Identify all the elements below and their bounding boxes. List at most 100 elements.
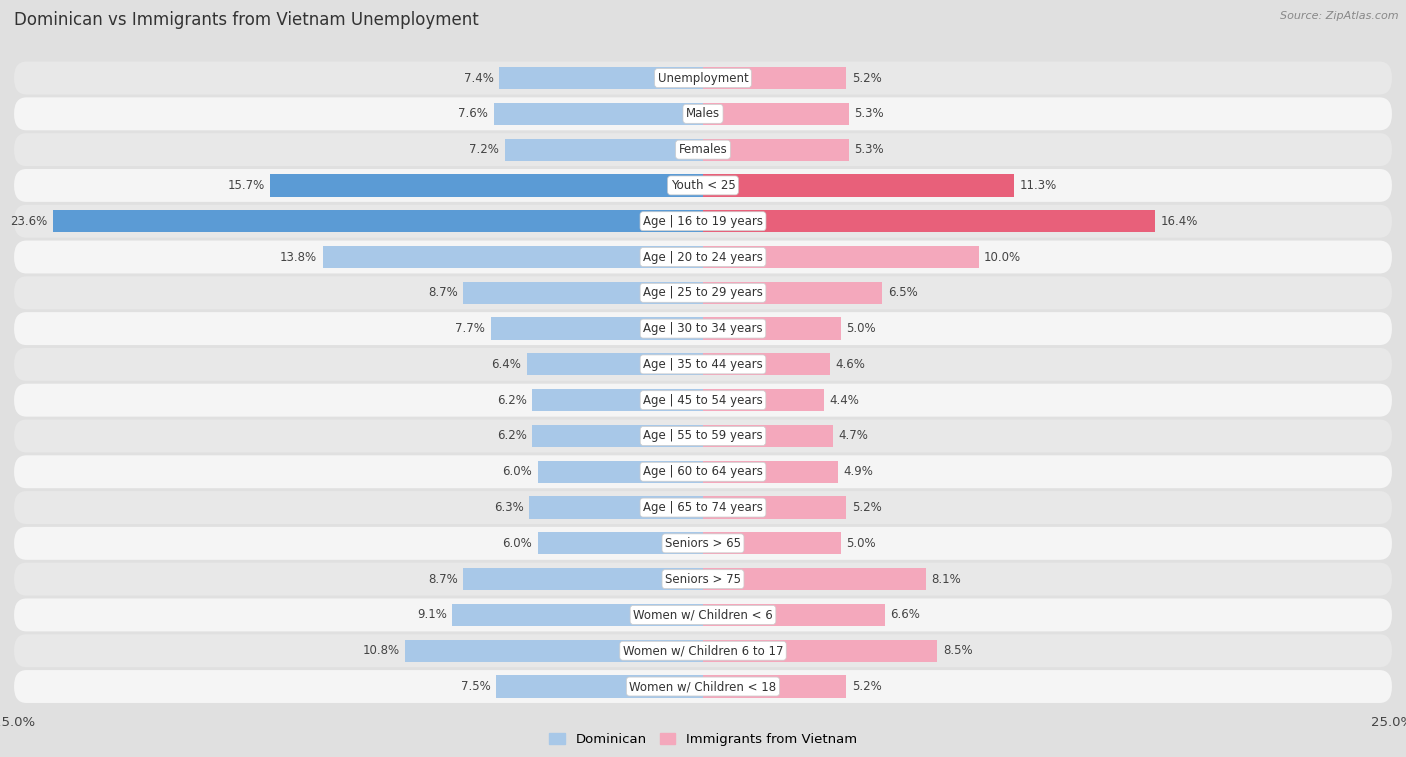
Text: 13.8%: 13.8%	[280, 251, 318, 263]
Text: Seniors > 65: Seniors > 65	[665, 537, 741, 550]
Legend: Dominican, Immigrants from Vietnam: Dominican, Immigrants from Vietnam	[544, 727, 862, 751]
Text: 4.9%: 4.9%	[844, 466, 873, 478]
Text: Women w/ Children < 6: Women w/ Children < 6	[633, 609, 773, 621]
Text: 6.2%: 6.2%	[496, 394, 527, 407]
Text: 8.7%: 8.7%	[427, 286, 458, 299]
Bar	[703, 210, 1154, 232]
Bar	[703, 497, 846, 519]
Bar	[405, 640, 703, 662]
Text: 7.7%: 7.7%	[456, 322, 485, 335]
FancyBboxPatch shape	[14, 562, 1392, 596]
Text: 5.0%: 5.0%	[846, 537, 876, 550]
Bar	[703, 675, 846, 698]
Bar	[270, 174, 703, 197]
Bar	[537, 461, 703, 483]
Bar	[463, 568, 703, 590]
Bar	[323, 246, 703, 268]
Bar	[703, 425, 832, 447]
Text: 7.6%: 7.6%	[458, 107, 488, 120]
Text: Females: Females	[679, 143, 727, 156]
Text: 6.3%: 6.3%	[494, 501, 524, 514]
Bar	[453, 604, 703, 626]
Text: 8.5%: 8.5%	[943, 644, 973, 657]
Bar	[703, 103, 849, 125]
Text: 10.0%: 10.0%	[984, 251, 1021, 263]
Text: Women w/ Children < 18: Women w/ Children < 18	[630, 680, 776, 693]
Text: Dominican vs Immigrants from Vietnam Unemployment: Dominican vs Immigrants from Vietnam Une…	[14, 11, 479, 30]
Bar	[531, 425, 703, 447]
Text: 16.4%: 16.4%	[1160, 215, 1198, 228]
Bar	[537, 532, 703, 554]
FancyBboxPatch shape	[14, 241, 1392, 273]
FancyBboxPatch shape	[14, 61, 1392, 95]
FancyBboxPatch shape	[14, 384, 1392, 416]
Text: 9.1%: 9.1%	[416, 609, 447, 621]
Text: 5.3%: 5.3%	[855, 143, 884, 156]
Text: 5.3%: 5.3%	[855, 107, 884, 120]
FancyBboxPatch shape	[14, 491, 1392, 524]
Bar	[527, 354, 703, 375]
Text: 6.6%: 6.6%	[890, 609, 921, 621]
Text: Age | 60 to 64 years: Age | 60 to 64 years	[643, 466, 763, 478]
Text: Age | 25 to 29 years: Age | 25 to 29 years	[643, 286, 763, 299]
Text: 23.6%: 23.6%	[10, 215, 48, 228]
Bar	[703, 246, 979, 268]
Text: 5.2%: 5.2%	[852, 72, 882, 85]
FancyBboxPatch shape	[14, 98, 1392, 130]
Bar	[505, 139, 703, 160]
FancyBboxPatch shape	[14, 455, 1392, 488]
Text: Age | 30 to 34 years: Age | 30 to 34 years	[643, 322, 763, 335]
Bar	[491, 317, 703, 340]
Text: 8.7%: 8.7%	[427, 572, 458, 586]
Text: Seniors > 75: Seniors > 75	[665, 572, 741, 586]
Text: 10.8%: 10.8%	[363, 644, 399, 657]
FancyBboxPatch shape	[14, 599, 1392, 631]
Bar	[703, 67, 846, 89]
Text: 6.2%: 6.2%	[496, 429, 527, 443]
Text: Age | 20 to 24 years: Age | 20 to 24 years	[643, 251, 763, 263]
Text: Age | 16 to 19 years: Age | 16 to 19 years	[643, 215, 763, 228]
Bar	[496, 675, 703, 698]
Text: 7.4%: 7.4%	[464, 72, 494, 85]
FancyBboxPatch shape	[14, 276, 1392, 310]
Bar	[52, 210, 703, 232]
Text: Age | 55 to 59 years: Age | 55 to 59 years	[643, 429, 763, 443]
Bar	[703, 532, 841, 554]
Bar	[703, 568, 927, 590]
Bar	[703, 139, 849, 160]
Bar	[530, 497, 703, 519]
Text: 6.4%: 6.4%	[491, 358, 522, 371]
FancyBboxPatch shape	[14, 133, 1392, 166]
FancyBboxPatch shape	[14, 169, 1392, 202]
Text: 11.3%: 11.3%	[1019, 179, 1057, 192]
Bar	[703, 174, 1014, 197]
Bar	[703, 389, 824, 411]
FancyBboxPatch shape	[14, 348, 1392, 381]
Bar	[463, 282, 703, 304]
Bar	[703, 640, 938, 662]
Text: Source: ZipAtlas.com: Source: ZipAtlas.com	[1281, 11, 1399, 21]
Text: Age | 35 to 44 years: Age | 35 to 44 years	[643, 358, 763, 371]
Text: Unemployment: Unemployment	[658, 72, 748, 85]
Text: 7.5%: 7.5%	[461, 680, 491, 693]
FancyBboxPatch shape	[14, 634, 1392, 667]
Text: 6.0%: 6.0%	[502, 466, 531, 478]
FancyBboxPatch shape	[14, 419, 1392, 453]
Text: Youth < 25: Youth < 25	[671, 179, 735, 192]
Bar	[499, 67, 703, 89]
Text: 6.0%: 6.0%	[502, 537, 531, 550]
Bar	[703, 354, 830, 375]
Bar	[703, 461, 838, 483]
FancyBboxPatch shape	[14, 312, 1392, 345]
Bar	[703, 282, 882, 304]
Text: 7.2%: 7.2%	[470, 143, 499, 156]
Bar	[703, 604, 884, 626]
Text: 4.4%: 4.4%	[830, 394, 859, 407]
Text: Age | 65 to 74 years: Age | 65 to 74 years	[643, 501, 763, 514]
Text: Women w/ Children 6 to 17: Women w/ Children 6 to 17	[623, 644, 783, 657]
Text: 15.7%: 15.7%	[228, 179, 264, 192]
Text: 5.2%: 5.2%	[852, 501, 882, 514]
Text: 8.1%: 8.1%	[932, 572, 962, 586]
FancyBboxPatch shape	[14, 204, 1392, 238]
Text: 4.7%: 4.7%	[838, 429, 868, 443]
